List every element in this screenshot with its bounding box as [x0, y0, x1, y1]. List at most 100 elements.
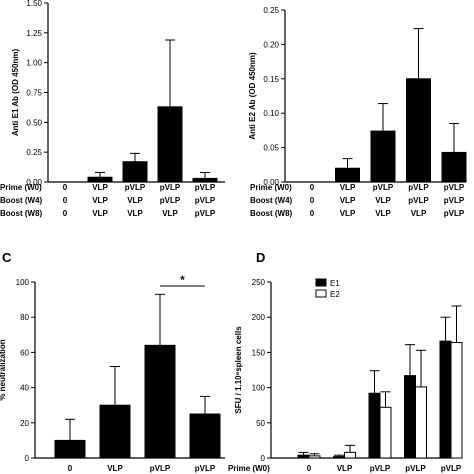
x-group-label: VLP [92, 209, 108, 218]
x-group-label: VLP [340, 209, 356, 218]
y-tick-label: 80 [20, 313, 29, 322]
bar [192, 177, 218, 183]
x-group-label: 0 [68, 464, 73, 473]
row-header: Boost (W8) [250, 209, 293, 218]
y-axis-label: SFU / 1.10⁶spleen cells [234, 326, 243, 414]
bar [144, 344, 176, 459]
x-group-label: VLP [92, 196, 108, 205]
x-group-label: pVLP [444, 183, 465, 192]
x-group-label: 0 [310, 183, 315, 192]
x-group-label: pVLP [373, 183, 394, 192]
x-group-label: 0 [310, 196, 315, 205]
x-group-label: VLP [411, 209, 427, 218]
y-tick-label: 0.05 [263, 144, 279, 153]
x-group-label: pVLP [195, 464, 216, 473]
x-group-label: VLP [127, 209, 143, 218]
legend-swatch [315, 289, 327, 298]
x-group-label: VLP [107, 464, 123, 473]
x-group-label: pVLP [160, 196, 181, 205]
chart-e1-antibody: 0.00 0.25 0.50 0.75 1.00 1.25 1.50 Anti E1 Ab (… [0, 0, 225, 218]
bar [370, 130, 396, 183]
x-group-label: pVLP [444, 196, 465, 205]
y-tick-label: 0.00 [26, 178, 42, 187]
x-group-label: pVLP [195, 209, 216, 218]
y-tick-label: 0.25 [26, 148, 42, 157]
x-group-label: pVLP [195, 196, 216, 205]
y-tick-label: 0.75 [26, 89, 42, 98]
bar-e1 [404, 375, 416, 459]
x-group-label: pVLP [408, 196, 429, 205]
y-tick-label: 250 [252, 278, 266, 287]
bar-e2 [415, 386, 427, 459]
row-header: Boost (W8) [0, 209, 43, 218]
y-tick-label: 0.15 [263, 75, 279, 84]
legend-label: E2 [330, 290, 340, 299]
y-tick-label: 1.50 [26, 0, 42, 8]
y-axis-label: Anti E1 Ab (OD 450nm) [11, 49, 20, 137]
bar [335, 167, 360, 183]
bar [406, 78, 431, 183]
y-tick-label: 0 [261, 454, 266, 463]
row-header: Boost (W4) [0, 196, 43, 205]
y-tick-label: 100 [16, 278, 30, 287]
row-header: Boost (W4) [250, 196, 293, 205]
x-group-label: VLP [375, 196, 391, 205]
bar-e1 [368, 392, 381, 459]
x-group-label: pVLP [441, 464, 462, 473]
y-axis-label: % neutralization [0, 339, 7, 400]
bar [441, 151, 467, 183]
x-group-label: VLP [162, 209, 178, 218]
x-group-label: pVLP [408, 183, 429, 192]
x-group-label: pVLP [125, 183, 146, 192]
y-tick-label: 50 [256, 419, 265, 428]
bar [189, 413, 221, 459]
y-tick-label: 40 [20, 384, 29, 393]
y-tick-label: 0.10 [263, 109, 279, 118]
x-group-label: pVLP [160, 183, 181, 192]
x-group-label: 0 [307, 464, 312, 473]
y-tick-label: 1.00 [26, 59, 42, 68]
row-header: Prime (W0) [228, 464, 270, 473]
y-tick-label: 150 [252, 348, 266, 357]
bar [87, 176, 113, 183]
x-group-label: 0 [310, 209, 315, 218]
bar [122, 161, 148, 183]
y-tick-label: 20 [20, 419, 29, 428]
x-group-label: pVLP [195, 183, 216, 192]
x-group-label: pVLP [405, 464, 426, 473]
x-group-label: pVLP [150, 464, 171, 473]
bar [54, 439, 86, 459]
bar-e2 [450, 342, 463, 459]
bar-e2 [379, 406, 392, 459]
x-group-label: VLP [337, 464, 353, 473]
bar-e2 [344, 451, 356, 459]
legend-label: E1 [330, 279, 340, 288]
y-tick-label: 0.00 [263, 178, 279, 187]
x-group-label: 0 [63, 183, 68, 192]
legend-swatch [315, 278, 327, 287]
bar-e1 [333, 456, 345, 459]
x-group-label: 0 [63, 196, 68, 205]
x-group-label: 0 [63, 209, 68, 218]
y-tick-label: 200 [252, 313, 266, 322]
bar-e2 [308, 455, 321, 459]
chart-spleen-cells: 0 50 100 150 200 250 SFU / 1.10⁶spleen cells D 0… [228, 250, 463, 473]
y-tick-label: 0 [25, 454, 30, 463]
chart-neutralization: 0 20 40 60 80 100 % neutralization C 0 VLP pVLP pVL… [0, 250, 225, 473]
y-tick-label: 1.25 [26, 29, 42, 38]
y-axis-label: Anti E2 Ab (OD 450nm) [248, 52, 257, 140]
bar [99, 404, 131, 459]
chart-e2-antibody: 0.00 0.05 0.10 0.15 0.20 0.25 Anti E2 Ab (OD 4… [248, 6, 467, 218]
x-group-label: VLP [340, 196, 356, 205]
y-tick-label: 100 [252, 384, 266, 393]
bar-e1 [297, 454, 310, 459]
y-tick-label: 0.50 [26, 118, 42, 127]
bar [157, 106, 183, 183]
x-group-label: VLP [127, 196, 143, 205]
panel-label: C [2, 250, 12, 265]
y-tick-label: 0.25 [263, 6, 279, 15]
x-group-label: pVLP [444, 209, 465, 218]
x-group-label: VLP [375, 209, 391, 218]
row-header: Prime (W0) [0, 183, 42, 192]
